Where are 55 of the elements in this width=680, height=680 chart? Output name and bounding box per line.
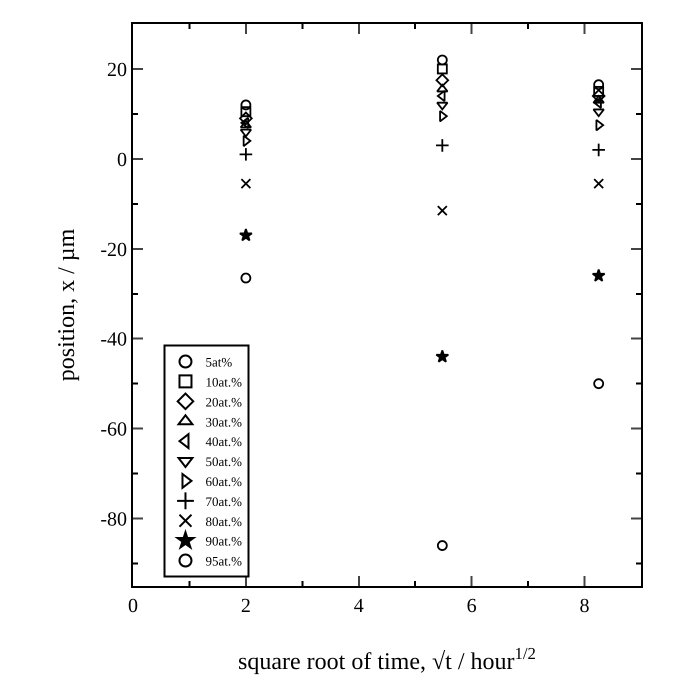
point	[240, 272, 252, 284]
point	[593, 79, 604, 90]
y-axis-title: position, x / µm	[54, 228, 80, 382]
y-tick-label: -20	[100, 238, 127, 261]
point	[238, 147, 254, 162]
x-tick-label: 4	[354, 595, 364, 617]
legend-label: 95at.%	[205, 554, 242, 569]
point	[593, 378, 604, 390]
legend-label: 30at.%	[205, 414, 242, 430]
x-tick-label: 6	[466, 595, 477, 617]
y-tick-label: 20	[107, 58, 127, 81]
legend-label: 5at%	[205, 354, 232, 370]
point	[592, 89, 606, 103]
x-tick-label: 8	[580, 595, 590, 617]
point	[593, 86, 604, 97]
point	[436, 84, 448, 92]
legend-label: 10at.%	[205, 374, 242, 390]
legend-label: 60at.%	[205, 474, 242, 489]
x-tick-label: 2	[240, 595, 251, 617]
point	[239, 112, 253, 126]
y-tick-label: 0	[117, 148, 127, 171]
legend-label: 70at.%	[205, 494, 242, 509]
point	[240, 116, 250, 130]
y-tick-label: -60	[100, 418, 127, 441]
point	[436, 102, 448, 110]
point	[435, 138, 450, 153]
point	[240, 128, 252, 138]
point	[240, 100, 252, 110]
point	[240, 120, 252, 128]
legend-label: 50at.%	[205, 454, 242, 470]
point	[436, 64, 448, 74]
point	[436, 205, 448, 216]
point	[593, 96, 602, 109]
legend-label: 40at.%	[205, 434, 242, 450]
point	[240, 106, 252, 118]
x-axis-title: square root of time, √t / hour$^{1/2}$	[238, 644, 536, 675]
point	[240, 178, 252, 190]
point	[592, 108, 605, 118]
point	[435, 350, 450, 363]
legend-label: 20at.%	[205, 394, 242, 410]
legend-label: 90at.%	[205, 534, 242, 549]
point	[436, 54, 448, 66]
point	[239, 228, 253, 242]
point	[593, 178, 604, 190]
point	[242, 134, 252, 147]
y-tick-label: -40	[100, 328, 127, 351]
point	[592, 95, 605, 104]
point	[439, 110, 448, 122]
point	[591, 142, 606, 158]
legend-label: 80at.%	[205, 514, 242, 529]
point	[592, 268, 606, 282]
point	[596, 119, 604, 132]
y-tick-label: -80	[100, 508, 127, 531]
point	[436, 540, 448, 551]
point	[436, 73, 450, 87]
